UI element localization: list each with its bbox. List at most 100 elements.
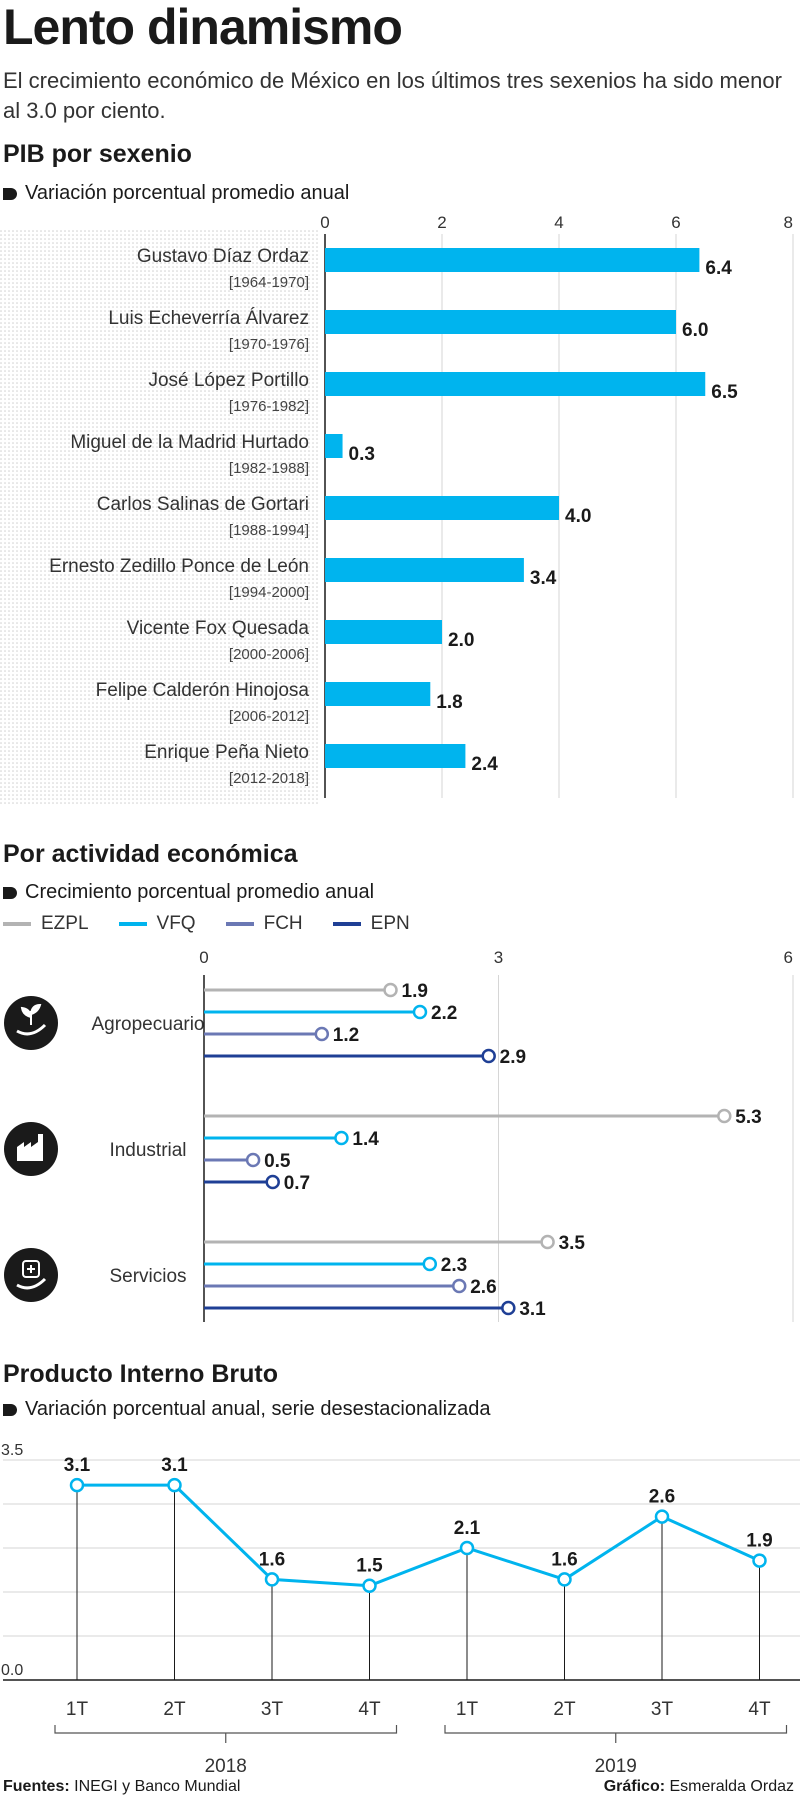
value-label: 1.9 bbox=[402, 981, 428, 1002]
actividad-chart: 0 3 6 Agropecuario 1.92.2 1.2 2.9 Industrial 5.3… bbox=[4, 948, 794, 1322]
legend-item-vfq: VFQ bbox=[118, 913, 196, 935]
bar bbox=[325, 496, 559, 520]
data-label: 3.1 bbox=[161, 1455, 188, 1476]
category-label: Ernesto Zedillo Ponce de León bbox=[49, 556, 309, 577]
y-tick-label: 0.0 bbox=[1, 1662, 23, 1679]
legend-swatch bbox=[225, 922, 254, 926]
value-label: 0.7 bbox=[284, 1173, 310, 1194]
value-label: 2.2 bbox=[431, 1003, 457, 1024]
x-tick-label: 4T bbox=[358, 1699, 381, 1720]
x-tick-label: 3T bbox=[651, 1699, 674, 1720]
data-point bbox=[654, 1509, 670, 1524]
section-subtitle-trimestral: Variación porcentual anual, serie desest… bbox=[3, 1398, 490, 1421]
sources-label: Fuentes: bbox=[3, 1778, 70, 1795]
x-tick-label: 0 bbox=[320, 213, 329, 232]
lollipop-point bbox=[717, 1108, 732, 1124]
legend-label: EZPL bbox=[41, 913, 89, 934]
section-subtitle-actividad: Crecimiento porcentual promedio anual bbox=[3, 881, 374, 904]
lollipop-point bbox=[422, 1256, 438, 1272]
category-label: Miguel de la Madrid Hurtado bbox=[70, 432, 309, 453]
x-tick-label: 2 bbox=[437, 213, 446, 232]
value-label: 3.5 bbox=[559, 1233, 586, 1254]
y-tick-label: 3.5 bbox=[1, 1442, 23, 1459]
section-title-pib: PIB por sexenio bbox=[3, 140, 192, 168]
x-tick-label: 3 bbox=[494, 948, 503, 967]
year-bracket bbox=[444, 1725, 788, 1743]
x-tick-label: 8 bbox=[784, 213, 793, 232]
section-subtitle-pib-text: Variación porcentual promedio anual bbox=[25, 182, 350, 204]
lollipop-point bbox=[540, 1234, 555, 1250]
year-bracket bbox=[54, 1725, 398, 1743]
bar bbox=[325, 248, 700, 272]
value-label: 1.4 bbox=[352, 1129, 379, 1150]
data-label: 2.1 bbox=[454, 1518, 481, 1539]
lollipop-point bbox=[501, 1300, 516, 1316]
bar-value-label: 6.5 bbox=[711, 382, 738, 403]
x-tick-label: 3T bbox=[261, 1699, 284, 1720]
legend: EZPL VFQ FCH EPN bbox=[3, 913, 410, 935]
legend-item-ezpl: EZPL bbox=[3, 913, 89, 935]
category-label: Industrial bbox=[109, 1140, 186, 1161]
legend-item-epn: EPN bbox=[332, 913, 410, 935]
plus-shape bbox=[27, 1265, 35, 1273]
x-tick-label: 6 bbox=[671, 213, 680, 232]
series-line bbox=[77, 1483, 761, 1588]
medkit-hand-icon bbox=[4, 1248, 58, 1302]
sources-note: Fuentes: INEGI y Banco Mundial bbox=[3, 1778, 240, 1796]
category-label: José López Portillo bbox=[148, 370, 309, 391]
period-label: [2012-2018] bbox=[229, 770, 309, 787]
bar-value-label: 1.8 bbox=[436, 692, 462, 713]
bar-value-label: 2.4 bbox=[471, 754, 498, 775]
lollipop-point bbox=[481, 1048, 496, 1064]
category-label: Felipe Calderón Hinojosa bbox=[96, 680, 310, 701]
category-label: Vicente Fox Quesada bbox=[127, 618, 310, 639]
x-tick-label: 6 bbox=[784, 948, 793, 967]
bar bbox=[325, 558, 524, 582]
category-label: Carlos Salinas de Gortari bbox=[97, 494, 309, 515]
data-label: 1.5 bbox=[356, 1556, 383, 1577]
factory-shape bbox=[17, 1134, 43, 1161]
lollipop-point bbox=[412, 1004, 428, 1020]
credit-label: Gráfico: bbox=[603, 1778, 666, 1795]
legend-label: FCH bbox=[263, 913, 303, 934]
category-label: Gustavo Díaz Ordaz bbox=[137, 246, 309, 267]
data-point bbox=[362, 1578, 377, 1593]
value-label: 2.9 bbox=[500, 1047, 526, 1068]
hand-shape bbox=[16, 1277, 47, 1290]
lollipop-point bbox=[265, 1174, 280, 1190]
legend-label: EPN bbox=[370, 913, 410, 934]
x-tick-label: 1T bbox=[66, 1699, 89, 1720]
x-tick-label: 2T bbox=[163, 1699, 186, 1720]
page-subtitle: El crecimiento económico de México en lo… bbox=[3, 68, 782, 123]
bullet-icon bbox=[3, 886, 17, 899]
lollipop-point bbox=[383, 982, 398, 998]
section-title-actividad: Por actividad económica bbox=[3, 840, 298, 868]
section-subtitle-pib: Variación porcentual promedio anual bbox=[3, 182, 349, 205]
legend-label: VFQ bbox=[156, 913, 196, 934]
legend-swatch bbox=[3, 922, 31, 926]
x-tick-label: 4 bbox=[554, 213, 563, 232]
period-label: [1982-1988] bbox=[229, 460, 309, 477]
period-label: [2006-2012] bbox=[229, 708, 309, 725]
year-label: 2019 bbox=[595, 1756, 637, 1775]
category-label: Servicios bbox=[109, 1266, 186, 1287]
pib-sexenio-chart: 0 2 4 6 8 Gustavo Díaz Ordaz [1964-1970] 6.4 Lui… bbox=[0, 213, 794, 804]
bullet-icon bbox=[3, 1403, 17, 1416]
bar bbox=[325, 682, 431, 706]
bar bbox=[325, 434, 343, 458]
medkit-shape bbox=[22, 1260, 40, 1278]
value-label: 3.1 bbox=[519, 1299, 546, 1320]
page-title: Lento dinamismo bbox=[3, 0, 403, 55]
x-tick-label: 4T bbox=[748, 1699, 771, 1720]
bar bbox=[325, 744, 466, 768]
lollipop-point bbox=[334, 1130, 349, 1146]
legend-item-fch: FCH bbox=[225, 913, 303, 935]
x-tick-label: 2T bbox=[553, 1699, 576, 1720]
data-point bbox=[557, 1572, 572, 1587]
legend-swatch bbox=[118, 922, 147, 926]
sprout-shape bbox=[20, 1003, 42, 1025]
credit-text: Esmeralda Ordaz bbox=[669, 1778, 795, 1795]
credit-note: Gráfico: Esmeralda Ordaz bbox=[604, 1778, 794, 1796]
pib-trimestral-chart: 3.5 0.0 3.1 1T 3.1 2T 1.6 3T 1.5 4T 2.1 1T 1.6 2T 2.6 3… bbox=[1, 1442, 800, 1775]
x-tick-label: 1T bbox=[456, 1699, 479, 1720]
